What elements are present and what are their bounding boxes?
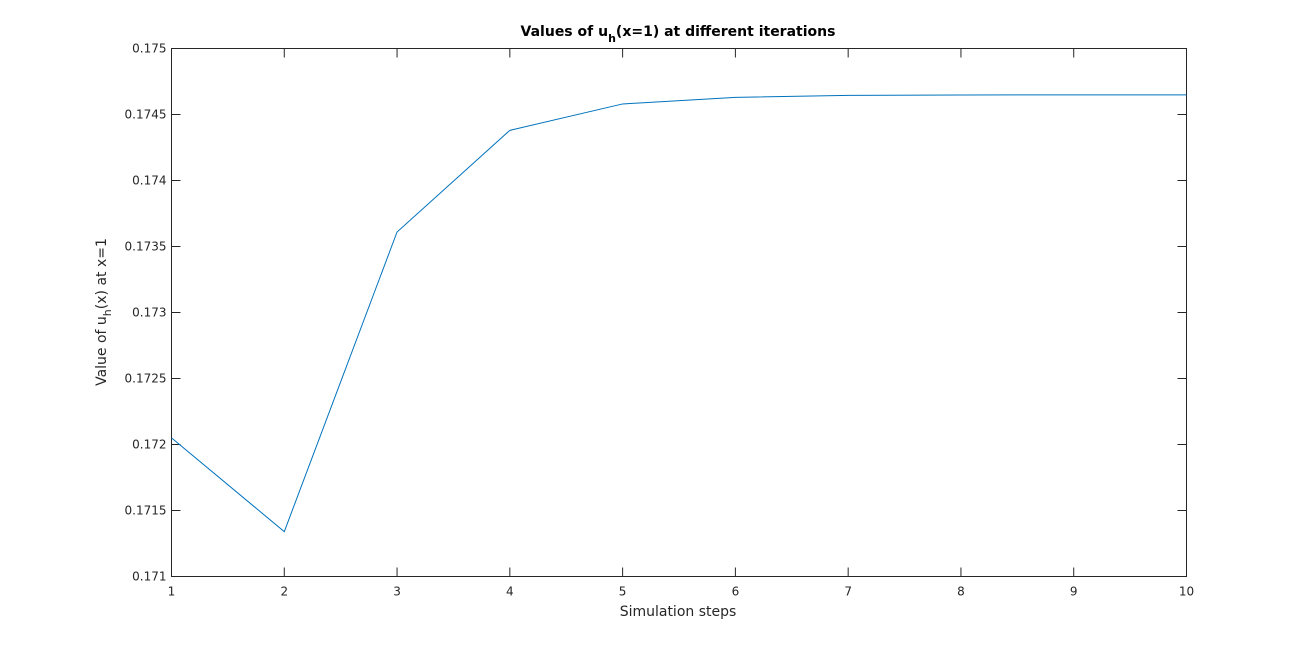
series-layer <box>171 94 1187 533</box>
x-tick-label: 2 <box>280 585 288 599</box>
y-axis-label-prefix: Value of u <box>94 316 110 386</box>
chart-title: Values of uh(x=1) at different iteration… <box>521 24 836 45</box>
x-tick-label: 3 <box>393 585 401 599</box>
x-tick-label: 1 <box>168 585 176 599</box>
plot-area <box>171 48 1187 577</box>
x-tick-label: 7 <box>844 585 852 599</box>
y-tick-label: 0.172 <box>132 438 166 452</box>
y-tick-label: 0.1735 <box>125 240 167 254</box>
y-tick-label: 0.1745 <box>125 108 167 122</box>
x-axis-ticks: 1 2 3 4 5 6 7 8 9 10 <box>168 48 1194 599</box>
y-axis-label-suffix: (x) at x=1 <box>94 238 110 309</box>
chart-title-suffix: (x=1) at different iterations <box>616 24 836 40</box>
series-line <box>171 94 1187 533</box>
chart-title-prefix: Values of u <box>521 24 609 40</box>
y-tick-label: 0.1715 <box>125 504 167 518</box>
x-axis-label: Simulation steps <box>620 604 737 620</box>
x-tick-label: 4 <box>506 585 514 599</box>
y-tick-label: 0.174 <box>132 174 166 188</box>
y-tick-label: 0.1725 <box>125 372 167 386</box>
y-tick-label: 0.171 <box>132 570 166 584</box>
x-tick-label: 6 <box>732 585 740 599</box>
x-tick-label: 5 <box>619 585 627 599</box>
x-tick-label: 10 <box>1179 585 1194 599</box>
y-axis-ticks: 0.171 0.1715 0.172 0.1725 0.173 0.1735 0.174 0.… <box>125 42 1187 584</box>
x-tick-label: 9 <box>1070 585 1078 599</box>
y-axis-label: Value of uh(x) at x=1 <box>94 238 114 386</box>
y-tick-label: 0.173 <box>132 306 166 320</box>
y-tick-label: 0.175 <box>132 42 166 56</box>
y-axis-label-subscript: h <box>101 309 114 316</box>
chart-title-subscript: h <box>608 32 616 45</box>
x-tick-label: 8 <box>957 585 965 599</box>
